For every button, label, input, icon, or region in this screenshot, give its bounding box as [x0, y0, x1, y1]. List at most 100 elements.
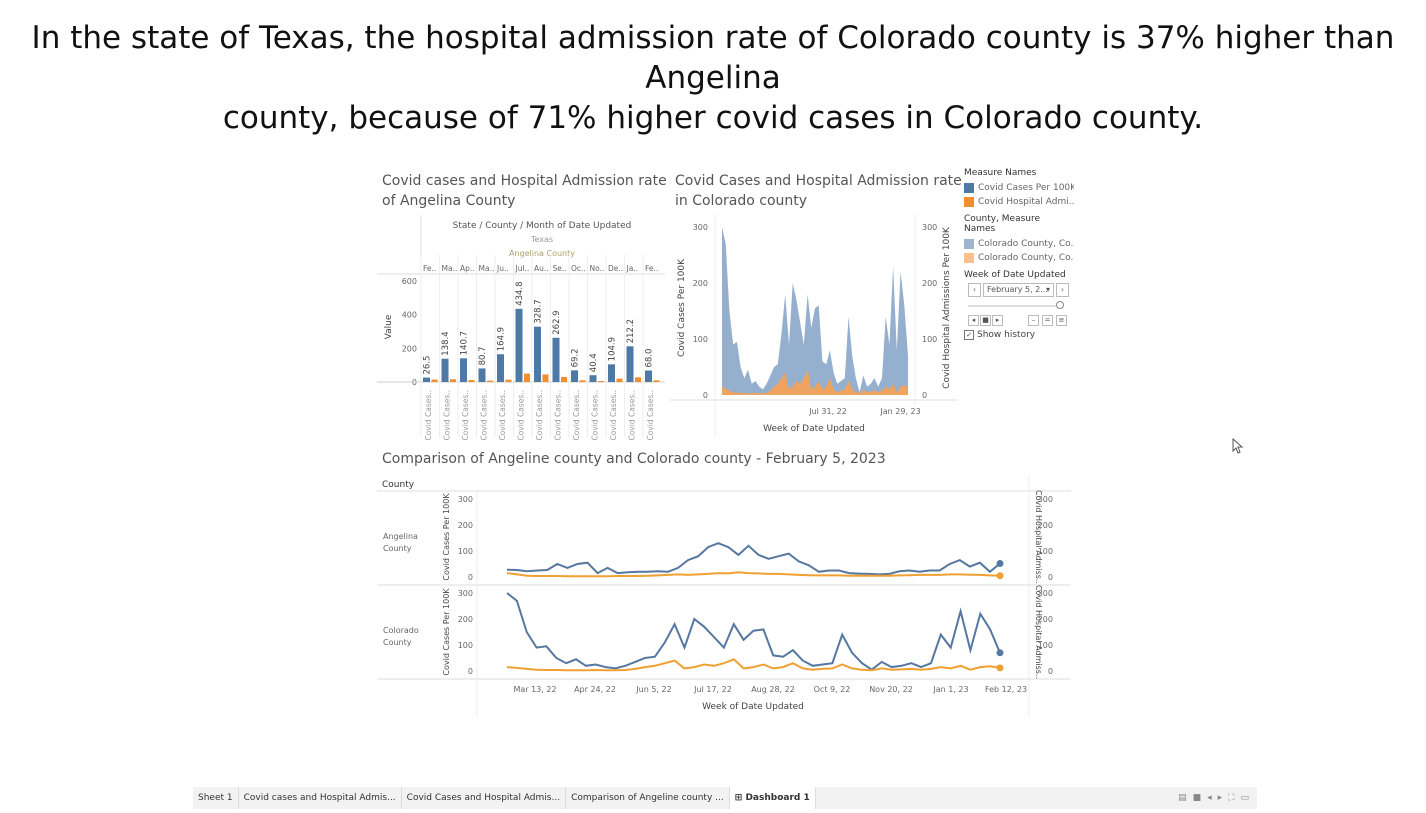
area-y-right-title: Covid Hospital Admissions Per 100K [942, 226, 952, 389]
bar-series-label: Covid Cases.. [554, 390, 563, 440]
bar-value-label: 434.8 [515, 281, 525, 305]
line-chart[interactable]: County Angelina County Colorado County C… [377, 475, 1073, 720]
bar-hospital[interactable] [598, 380, 604, 382]
fullscreen-icon[interactable]: ⛶ [1228, 793, 1235, 803]
speed-medium-button[interactable]: = [1042, 315, 1053, 326]
bar-cases[interactable] [534, 326, 541, 382]
show-history-toggle[interactable]: ✓ Show history [964, 330, 1074, 340]
bar-cases[interactable] [441, 358, 449, 382]
line-end-point[interactable] [996, 572, 1004, 580]
area-chart[interactable]: Covid Cases Per 100K Covid Hospital Admi… [670, 215, 960, 440]
bar-category-label: Ja.. [626, 264, 639, 273]
week-dropdown[interactable]: February 5, 2... [983, 283, 1054, 297]
headline: In the state of Texas, the hospital admi… [0, 18, 1426, 138]
tab-sheet-1[interactable]: Sheet 1 [193, 787, 239, 809]
bar-cases[interactable] [497, 354, 504, 382]
bar-category-label: Oc.. [571, 264, 586, 273]
legend-measure-item[interactable]: Covid Hospital Admi... [964, 195, 1074, 209]
bar-series-label: Covid Cases.. [609, 390, 618, 440]
bar-hospital[interactable] [616, 378, 623, 382]
grid-view-icon[interactable]: ▤ [1178, 793, 1187, 803]
line-cases[interactable] [506, 542, 1001, 576]
stop-button[interactable]: ■ [980, 315, 991, 326]
area-y-right-tick: 100 [922, 335, 937, 344]
bar-hospital[interactable] [468, 379, 475, 382]
week-slider[interactable] [968, 301, 1064, 311]
bar-header-county: Angelina County [509, 249, 575, 258]
bar-category-label: Fe.. [423, 264, 436, 273]
filmstrip-icon[interactable]: ■ [1192, 793, 1202, 803]
bar-hospital[interactable] [524, 373, 530, 382]
bar-cases[interactable] [589, 375, 597, 382]
sheet3-title: Comparison of Angeline county and Colora… [382, 451, 886, 467]
bar-series-label: Covid Cases.. [498, 390, 507, 440]
bar-cases[interactable] [478, 368, 486, 382]
bar-value-label: 138.4 [441, 331, 451, 355]
bar-chart[interactable]: State / County / Month of Date Updated T… [377, 215, 667, 440]
step-forward-button[interactable]: ▸ [992, 315, 1003, 326]
legend-county-label: Colorado County, Co... [978, 253, 1074, 263]
legend-county-item[interactable]: Colorado County, Co... [964, 251, 1074, 265]
step-back-button[interactable]: ◂ [968, 315, 979, 326]
bar-cases[interactable] [515, 308, 523, 382]
bar-value-label: 68.0 [645, 349, 655, 368]
line-x-tick: Mar 13, 22 [513, 685, 556, 694]
area-x-tick: Jul 31, 22 [808, 407, 847, 416]
legend-measure-header: Measure Names [964, 168, 1037, 178]
legend-county-item[interactable]: Colorado County, Co... [964, 237, 1074, 251]
bar-cases[interactable] [645, 370, 652, 382]
line-y-right-tick: 300 [1038, 589, 1053, 598]
bar-cases[interactable] [552, 337, 560, 382]
bar-cases[interactable] [571, 370, 578, 382]
bar-hospital[interactable] [487, 380, 493, 382]
bar-series-label: Covid Cases.. [572, 390, 581, 440]
line-hospital[interactable] [506, 658, 1001, 672]
headline-line-1: In the state of Texas, the hospital admi… [31, 20, 1395, 96]
bar-cases[interactable] [626, 346, 634, 382]
bar-cases[interactable] [423, 377, 430, 382]
bar-hospital[interactable] [635, 377, 641, 382]
line-hospital[interactable] [506, 571, 1001, 578]
line-end-point[interactable] [996, 649, 1004, 657]
bar-hospital[interactable] [561, 376, 567, 382]
bar-hospital[interactable] [542, 374, 549, 382]
line-y-right-tick: 100 [1038, 547, 1053, 556]
line-y-left-title-top: Covid Cases Per 100K [442, 493, 451, 581]
bar-hospital[interactable] [505, 379, 512, 382]
bar-hospital[interactable] [431, 379, 438, 382]
tab-sheet-angelina[interactable]: Covid cases and Hospital Admis... [239, 787, 402, 809]
next-sheet-icon[interactable]: ▸ [1217, 793, 1223, 803]
prev-sheet-icon[interactable]: ◂ [1207, 793, 1212, 803]
line-end-point[interactable] [996, 664, 1004, 672]
area-cases[interactable] [722, 227, 908, 395]
week-slider-handle[interactable] [1056, 301, 1064, 309]
bar-y-tick-label: 200 [402, 344, 417, 353]
legend-measure-item[interactable]: Covid Cases Per 100K [964, 181, 1074, 195]
mouse-cursor-icon [1232, 438, 1244, 454]
bar-hospital[interactable] [653, 380, 660, 382]
bar-cases[interactable] [460, 358, 467, 382]
bar-hospital[interactable] [450, 379, 456, 382]
area-hospital[interactable] [722, 369, 908, 395]
show-history-checkbox[interactable]: ✓ [964, 330, 974, 340]
area-y-right-tick: 200 [922, 279, 937, 288]
week-prev-button[interactable]: ‹ [968, 283, 981, 297]
tab-dashboard-1[interactable]: ⊞ Dashboard 1 [729, 787, 816, 809]
presentation-icon[interactable]: ▭ [1240, 793, 1249, 803]
bar-hospital[interactable] [579, 380, 586, 382]
line-cases[interactable] [506, 592, 1001, 671]
bar-series-label: Covid Cases.. [646, 390, 655, 440]
line-end-point[interactable] [996, 559, 1004, 567]
speed-slow-button[interactable]: – [1028, 315, 1039, 326]
line-x-axis-title: Week of Date Updated [702, 702, 804, 712]
sheet1-title-line-2: of Angelina County [382, 193, 516, 209]
county-header: County [382, 480, 415, 490]
tab-sheet-colorado[interactable]: Covid Cases and Hospital Admis... [402, 787, 567, 809]
line-y-right-tick: 0 [1048, 667, 1053, 676]
headline-line-2: county, because of 71% higher covid case… [222, 100, 1204, 136]
bar-y-axis-title: Value [384, 314, 394, 339]
tab-sheet-comparison[interactable]: Comparison of Angeline county ... [566, 787, 730, 809]
bar-cases[interactable] [608, 364, 615, 382]
speed-fast-button[interactable]: ≡ [1056, 315, 1067, 326]
week-next-button[interactable]: › [1056, 283, 1069, 297]
